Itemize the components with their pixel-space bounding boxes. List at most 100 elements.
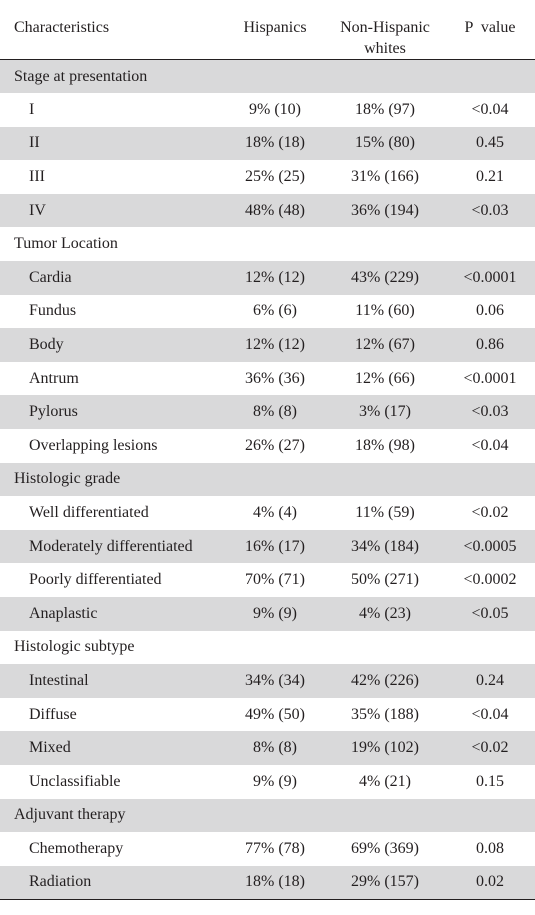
section-row: Adjuvant therapy: [0, 798, 535, 833]
p-value-cell: 0.45: [476, 134, 504, 152]
table-row: Chemotherapy 77% (78) 69% (369) 0.08: [0, 832, 535, 866]
p-value-cell: <0.0001: [463, 369, 517, 387]
non-hispanic-whites-cell: 12% (66): [355, 369, 415, 387]
section-label: Histologic subtype: [14, 638, 135, 656]
p-value-cell: 0.15: [476, 772, 504, 790]
header-hispanics: Hispanics: [243, 19, 307, 36]
row-label: III: [29, 168, 45, 186]
row-label: Fundus: [29, 302, 77, 320]
table-row: III 25% (25) 31% (166) 0.21: [0, 160, 535, 194]
table-row: Body 12% (12) 12% (67) 0.86: [0, 328, 535, 362]
table-row: Poorly differentiated 70% (71) 50% (271) <0…: [0, 563, 535, 597]
table-row: I 9% (10) 18% (97) <0.04: [0, 93, 535, 127]
table-row: Anaplastic 9% (9) 4% (23) <0.05: [0, 597, 535, 631]
p-value-cell: <0.04: [471, 705, 509, 723]
p-value-cell: 0.86: [476, 336, 504, 354]
non-hispanic-whites-cell: 15% (80): [355, 134, 415, 152]
non-hispanic-whites-cell: 43% (229): [351, 268, 419, 286]
header-characteristics: Characteristics: [14, 19, 110, 36]
row-label: Pylorus: [29, 403, 78, 421]
table-row: Moderately differentiated 16% (17) 34% (18…: [0, 529, 535, 564]
p-value-cell: <0.0005: [463, 537, 517, 555]
hispanics-cell: 8% (8): [253, 403, 297, 421]
section-row: Histologic grade: [0, 462, 535, 497]
section-row: Histologic subtype: [0, 631, 535, 665]
row-label: Body: [29, 336, 64, 354]
hispanics-cell: 12% (12): [245, 336, 305, 354]
p-value-cell: <0.0002: [463, 571, 517, 589]
p-value-cell: <0.0001: [463, 268, 517, 286]
hispanics-cell: 18% (18): [245, 873, 305, 891]
hispanics-cell: 12% (12): [245, 268, 305, 286]
non-hispanic-whites-cell: 36% (194): [351, 201, 419, 219]
row-label: Diffuse: [29, 705, 77, 723]
p-value-cell: <0.02: [471, 504, 509, 522]
hispanics-cell: 70% (71): [245, 571, 305, 589]
non-hispanic-whites-cell: 18% (97): [355, 100, 415, 118]
section-label: Stage at presentation: [14, 67, 148, 85]
section-label: Histologic grade: [14, 470, 121, 488]
table-row: Intestinal 34% (34) 42% (226) 0.24: [0, 664, 535, 698]
row-label: Anaplastic: [29, 604, 98, 622]
hispanics-cell: 9% (9): [253, 604, 297, 622]
non-hispanic-whites-cell: 18% (98): [355, 436, 415, 454]
row-label: II: [29, 134, 40, 152]
non-hispanic-whites-cell: 12% (67): [355, 336, 415, 354]
row-label: Unclassifiable: [29, 772, 121, 790]
table-row: Well differentiated 4% (4) 11% (59) <0.02: [0, 496, 535, 530]
non-hispanic-whites-cell: 34% (184): [351, 537, 419, 555]
p-value-cell: 0.21: [476, 168, 504, 186]
row-label: Overlapping lesions: [29, 436, 158, 454]
p-value-cell: 0.06: [476, 302, 504, 320]
p-value-cell: 0.08: [476, 839, 504, 857]
table-row: Unclassifiable 9% (9) 4% (21) 0.15: [0, 765, 535, 799]
row-label: Radiation: [29, 873, 92, 891]
table-body: Stage at presentation I 9% (10) 18% (97) <0.…: [0, 59, 535, 900]
hispanics-cell: 77% (78): [245, 839, 305, 857]
row-label: Poorly differentiated: [29, 571, 162, 589]
non-hispanic-whites-cell: 3% (17): [359, 403, 411, 421]
row-label: Intestinal: [29, 671, 89, 689]
table-row: Mixed 8% (8) 19% (102) <0.02: [0, 731, 535, 765]
p-value-cell: <0.04: [471, 100, 509, 118]
table-row: Pylorus 8% (8) 3% (17) <0.03: [0, 395, 535, 430]
table-row: IV 48% (48) 36% (194) <0.03: [0, 193, 535, 228]
p-value-cell: 0.02: [476, 873, 504, 891]
header-non-hispanic-whites: Non-Hispanic whites: [325, 0, 445, 60]
section-label: Adjuvant therapy: [14, 806, 126, 824]
hispanics-cell: 16% (17): [245, 537, 305, 555]
row-label: I: [29, 100, 35, 118]
table-header: Characteristics Hispanics Non-Hispanic w…: [0, 0, 535, 60]
row-label: Chemotherapy: [29, 839, 124, 857]
p-value-cell: <0.03: [471, 201, 509, 219]
hispanics-cell: 48% (48): [245, 201, 305, 219]
row-label: Cardia: [29, 268, 72, 286]
table-row: Fundus 6% (6) 11% (60) 0.06: [0, 295, 535, 329]
header-non-hispanic-line1: Non-Hispanic: [340, 19, 430, 36]
hispanics-cell: 36% (36): [245, 369, 305, 387]
hispanics-cell: 4% (4): [253, 504, 297, 522]
header-non-hispanic-line2: whites: [364, 40, 406, 57]
section-label: Tumor Location: [14, 235, 118, 253]
hispanics-cell: 8% (8): [253, 739, 297, 757]
row-label: Well differentiated: [29, 504, 149, 522]
non-hispanic-whites-cell: 31% (166): [351, 168, 419, 186]
non-hispanic-whites-cell: 29% (157): [351, 873, 419, 891]
p-value-cell: <0.02: [471, 739, 509, 757]
hispanics-cell: 26% (27): [245, 436, 305, 454]
non-hispanic-whites-cell: 42% (226): [351, 671, 419, 689]
header-row: Characteristics Hispanics Non-Hispanic w…: [0, 0, 535, 60]
non-hispanic-whites-cell: 4% (21): [359, 772, 411, 790]
non-hispanic-whites-cell: 11% (59): [355, 504, 415, 522]
hispanics-cell: 9% (9): [253, 772, 297, 790]
p-value-cell: <0.03: [471, 403, 509, 421]
p-value-cell: <0.04: [471, 436, 509, 454]
row-label: Antrum: [29, 369, 79, 387]
header-p-value: P value: [464, 19, 516, 36]
hispanics-cell: 6% (6): [253, 302, 297, 320]
hispanics-cell: 34% (34): [245, 671, 305, 689]
non-hispanic-whites-cell: 35% (188): [351, 705, 419, 723]
hispanics-cell: 49% (50): [245, 705, 305, 723]
row-label: Mixed: [29, 739, 71, 757]
